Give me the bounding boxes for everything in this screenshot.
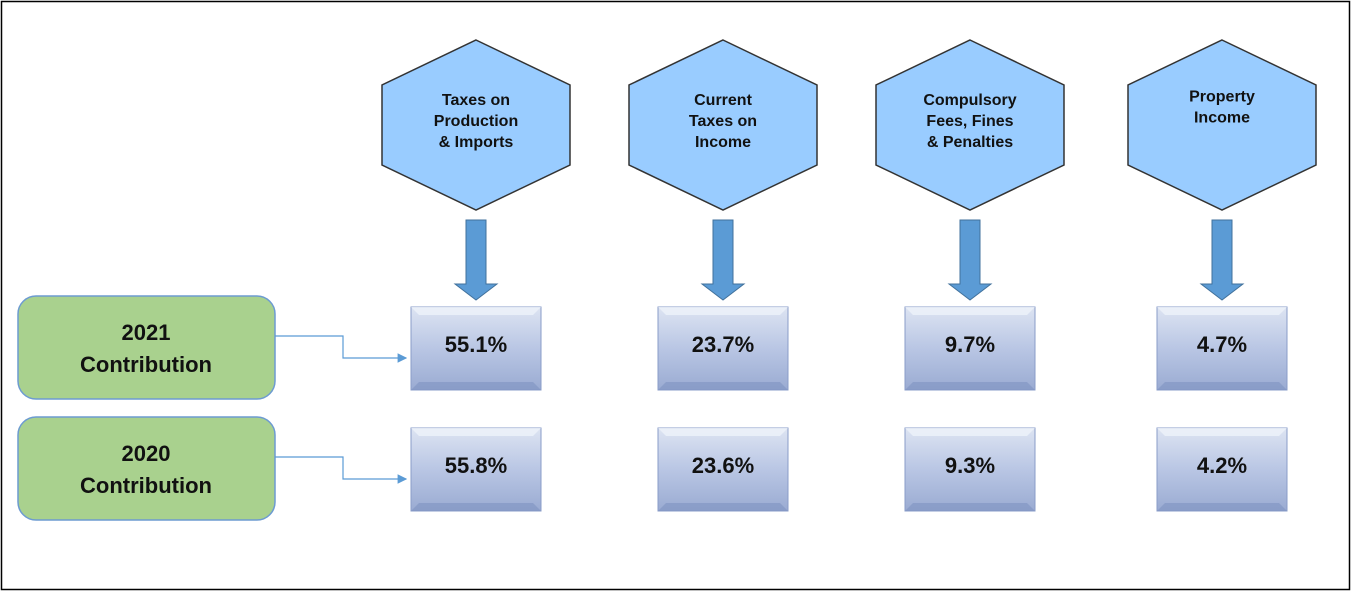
bevel — [905, 503, 1035, 511]
value-box — [410, 427, 542, 512]
down-arrow — [1199, 219, 1245, 301]
bevel — [411, 382, 541, 390]
row-label: 2020 — [122, 441, 171, 466]
bevel — [658, 503, 788, 511]
row-label-box — [17, 295, 276, 400]
bevel — [1157, 307, 1287, 315]
bevel — [411, 307, 541, 315]
category-label: Property — [1189, 89, 1255, 106]
bevel — [411, 503, 541, 511]
category-label: Income — [695, 134, 751, 151]
bevel — [1157, 503, 1287, 511]
value-box — [1156, 427, 1288, 512]
value-box — [904, 427, 1036, 512]
bevel — [1157, 382, 1287, 390]
value-label: 55.1% — [445, 332, 507, 357]
connector — [275, 456, 408, 484]
hexagon — [381, 39, 571, 211]
value-label: 55.8% — [445, 453, 507, 478]
category-label: & Penalties — [927, 134, 1013, 151]
bevel — [905, 382, 1035, 390]
row-label: Contribution — [80, 352, 212, 377]
category-label: Production — [434, 113, 518, 130]
value-label: 23.6% — [692, 453, 754, 478]
bevel — [905, 428, 1035, 436]
down-arrow — [947, 219, 993, 301]
value-box — [410, 306, 542, 391]
down-arrow — [453, 219, 499, 301]
category-label: Fees, Fines — [926, 113, 1013, 130]
bevel — [658, 307, 788, 315]
category-label: Current — [694, 92, 752, 109]
category-label: Income — [1194, 110, 1250, 127]
row-label: 2021 — [122, 320, 171, 345]
row-label-box — [17, 416, 276, 521]
value-label: 4.2% — [1197, 453, 1247, 478]
value-box — [657, 306, 789, 391]
hexagon — [1127, 39, 1317, 211]
hexagon — [628, 39, 818, 211]
bevel — [658, 382, 788, 390]
connector — [275, 335, 408, 363]
value-label: 23.7% — [692, 332, 754, 357]
bevel — [1157, 428, 1287, 436]
bevel — [411, 428, 541, 436]
value-label: 9.7% — [945, 332, 995, 357]
value-label: 4.7% — [1197, 332, 1247, 357]
category-label: & Imports — [439, 134, 514, 151]
down-arrow — [700, 219, 746, 301]
category-label: Compulsory — [923, 92, 1016, 109]
hexagon — [875, 39, 1065, 211]
category-label: Taxes on — [442, 92, 510, 109]
value-label: 9.3% — [945, 453, 995, 478]
row-label: Contribution — [80, 473, 212, 498]
category-label: Taxes on — [689, 113, 757, 130]
bevel — [905, 307, 1035, 315]
bevel — [658, 428, 788, 436]
